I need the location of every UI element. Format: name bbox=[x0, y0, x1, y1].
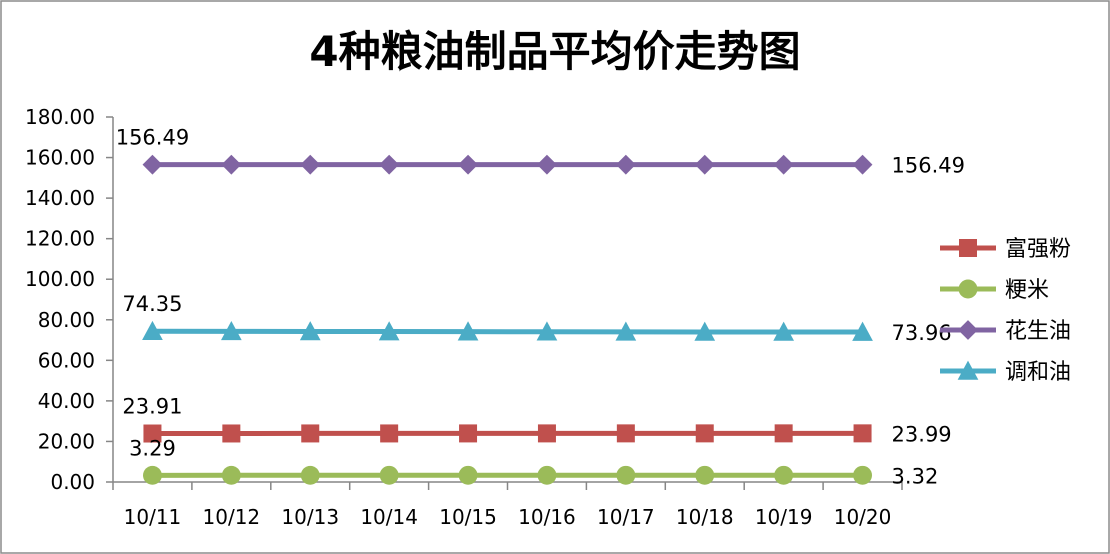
data-point bbox=[616, 424, 635, 443]
data-point bbox=[615, 154, 636, 175]
data-point bbox=[142, 320, 163, 341]
y-tick-label: 60.00 bbox=[38, 348, 95, 372]
data-point bbox=[300, 465, 320, 485]
data-label-first: 74.35 bbox=[122, 292, 182, 316]
data-point bbox=[537, 154, 557, 175]
data-point bbox=[616, 465, 636, 485]
data-point bbox=[773, 321, 794, 341]
series-diamond bbox=[142, 154, 873, 175]
data-point bbox=[458, 154, 478, 175]
data-point bbox=[853, 465, 872, 485]
x-tick-label: 10/13 bbox=[281, 505, 339, 529]
data-point bbox=[537, 465, 557, 485]
data-point bbox=[615, 321, 637, 341]
series-triangle bbox=[142, 320, 873, 341]
series-square bbox=[143, 424, 872, 443]
data-point bbox=[299, 321, 321, 341]
data-point bbox=[379, 154, 400, 175]
data-point bbox=[379, 465, 399, 485]
legend-label: 调和油 bbox=[1005, 360, 1071, 385]
y-tick-label: 100.00 bbox=[25, 267, 95, 291]
legend-item: 调和油 bbox=[940, 360, 1071, 385]
data-point bbox=[380, 424, 399, 443]
data-point bbox=[378, 321, 400, 341]
x-tick-label: 10/19 bbox=[755, 505, 813, 529]
legend-marker bbox=[957, 360, 979, 380]
y-tick-label: 80.00 bbox=[38, 308, 95, 332]
series-circle bbox=[143, 465, 872, 485]
data-label-last: 23.99 bbox=[892, 422, 952, 446]
data-point bbox=[695, 465, 715, 485]
x-tick-label: 10/20 bbox=[834, 505, 892, 529]
data-point bbox=[773, 154, 794, 175]
data-point bbox=[222, 424, 241, 443]
data-label-first: 3.29 bbox=[129, 436, 176, 460]
data-label-first: 23.91 bbox=[122, 395, 182, 419]
legend-item: 富强粉 bbox=[940, 237, 1071, 262]
x-tick-label: 10/15 bbox=[439, 505, 497, 529]
data-point bbox=[143, 424, 162, 443]
data-point bbox=[142, 154, 163, 175]
data-label-last: 156.49 bbox=[892, 154, 965, 178]
data-point bbox=[853, 424, 872, 443]
y-tick-label: 180.00 bbox=[25, 105, 95, 129]
y-tick-label: 120.00 bbox=[25, 227, 95, 251]
data-point bbox=[852, 154, 873, 175]
data-point bbox=[536, 321, 558, 341]
legend-marker bbox=[958, 320, 978, 340]
data-point bbox=[457, 321, 479, 341]
legend-label: 粳米 bbox=[1005, 278, 1049, 303]
data-label-last: 73.96 bbox=[892, 321, 952, 345]
x-tick-label: 10/14 bbox=[360, 505, 418, 529]
y-tick-label: 140.00 bbox=[25, 186, 95, 210]
data-point bbox=[300, 154, 321, 175]
data-point bbox=[694, 154, 715, 175]
x-tick-label: 10/17 bbox=[597, 505, 655, 529]
data-labels: 23.91 23.99 3.29 3.32 156.49 156.49 74.35 73.96 bbox=[116, 126, 965, 489]
legend-marker bbox=[958, 279, 978, 299]
x-tick-label: 10/16 bbox=[518, 505, 576, 529]
legend-item: 粳米 bbox=[940, 278, 1049, 303]
axes: 0.00 20.00 40.00 60.00 80.00 100.00 120.00 140.… bbox=[25, 105, 903, 529]
data-point bbox=[458, 465, 478, 485]
legend-item: 花生油 bbox=[940, 319, 1071, 344]
data-point bbox=[852, 321, 873, 341]
series-line bbox=[152, 328, 863, 335]
x-tick-label: 10/11 bbox=[124, 505, 182, 529]
x-tick-label: 10/12 bbox=[203, 505, 261, 529]
chart-title: 4种粮油制品平均价走势图 bbox=[309, 27, 800, 76]
y-tick-label: 20.00 bbox=[38, 429, 95, 453]
data-label-first: 156.49 bbox=[116, 126, 189, 150]
data-point bbox=[221, 465, 241, 485]
data-point bbox=[301, 424, 320, 443]
data-point bbox=[774, 465, 794, 485]
data-point bbox=[537, 424, 556, 443]
legend-marker bbox=[959, 239, 977, 257]
data-point bbox=[143, 465, 162, 485]
y-tick-label: 0.00 bbox=[50, 470, 95, 494]
data-point bbox=[774, 424, 793, 443]
data-point bbox=[695, 424, 714, 443]
data-point bbox=[221, 320, 242, 341]
data-label-last: 3.32 bbox=[892, 464, 939, 488]
data-point bbox=[459, 424, 478, 443]
legend-label: 花生油 bbox=[1005, 319, 1071, 344]
data-point bbox=[694, 321, 716, 341]
series-layer bbox=[142, 154, 873, 485]
y-tick-label: 40.00 bbox=[38, 389, 95, 413]
data-point bbox=[221, 154, 242, 175]
x-tick-label: 10/18 bbox=[676, 505, 734, 529]
y-tick-label: 160.00 bbox=[25, 146, 95, 170]
legend-label: 富强粉 bbox=[1005, 237, 1071, 262]
